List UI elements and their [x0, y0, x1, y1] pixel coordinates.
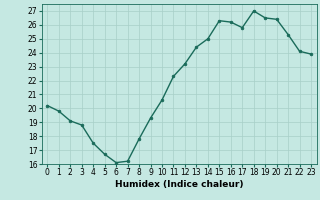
X-axis label: Humidex (Indice chaleur): Humidex (Indice chaleur): [115, 180, 244, 189]
